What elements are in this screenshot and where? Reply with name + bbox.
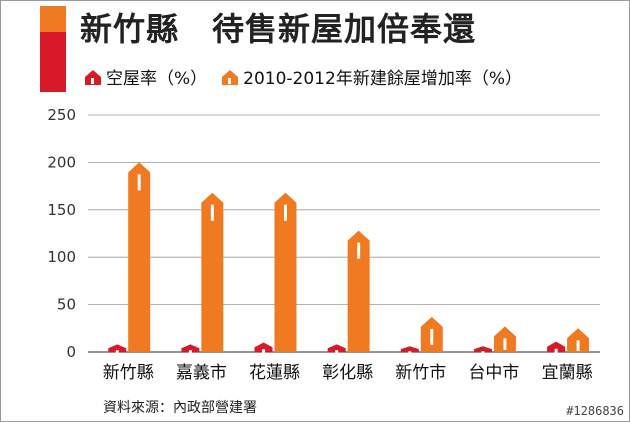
bar-window (576, 340, 580, 351)
bar-vacancy (547, 341, 566, 352)
bar-vacancy (473, 346, 492, 352)
y-tick-label: 250 (47, 106, 76, 124)
legend-item-vacancy: 空屋率（%） (84, 64, 207, 89)
chart-title: 新竹縣 待售新屋加倍奉還 (80, 10, 477, 48)
bar-increase (567, 328, 590, 352)
x-category-label: 新竹市 (395, 363, 446, 383)
legend-item-increase: 2010-2012年新建餘屋增加率（%） (221, 64, 522, 89)
house-icon (85, 69, 101, 85)
source-note: 資料來源：內政部營建署 (103, 400, 257, 416)
bar-window (357, 242, 361, 259)
y-tick-label: 100 (47, 248, 76, 266)
bar-vacancy (254, 342, 273, 352)
bar-window (188, 350, 192, 354)
bar-window (210, 204, 214, 221)
bar-increase (128, 162, 151, 352)
x-category-label: 花蓮縣 (249, 363, 300, 383)
bar-window (503, 338, 507, 350)
bar-window (335, 350, 339, 354)
x-category-label: 彰化縣 (322, 363, 373, 383)
bar-window (283, 204, 287, 221)
legend-label-increase: 2010-2012年新建餘屋增加率（%） (243, 69, 522, 89)
bar-window (554, 348, 558, 354)
bar-window (408, 351, 412, 354)
x-category-label: 宜蘭縣 (542, 363, 593, 383)
x-category-label: 新竹縣 (103, 363, 154, 383)
bar-window (115, 350, 119, 354)
bar-vacancy (327, 344, 346, 352)
bar-window (430, 328, 434, 345)
bar-vacancy (400, 346, 419, 352)
title-deco-orange (40, 6, 66, 32)
watermark: #1286836 (566, 404, 624, 418)
legend-label-vacancy: 空屋率（%） (106, 69, 208, 89)
bar-vacancy (181, 344, 200, 352)
bar-increase (274, 192, 297, 352)
y-tick-label: 50 (57, 296, 76, 314)
x-category-label: 台中市 (468, 363, 519, 383)
y-tick-label: 0 (66, 343, 76, 361)
legend: 空屋率（%） 2010-2012年新建餘屋增加率（%） (84, 64, 536, 89)
y-tick-label: 200 (47, 153, 76, 171)
bar-window (262, 349, 266, 354)
x-category-label: 嘉義市 (176, 363, 227, 383)
bar-vacancy (108, 344, 127, 352)
house-icon (222, 69, 239, 85)
title-deco-red (40, 32, 66, 92)
bar-increase (201, 192, 224, 352)
bar-window (137, 174, 141, 191)
bar-increase (347, 230, 370, 352)
bar-window (481, 351, 485, 354)
y-tick-label: 150 (47, 201, 76, 219)
